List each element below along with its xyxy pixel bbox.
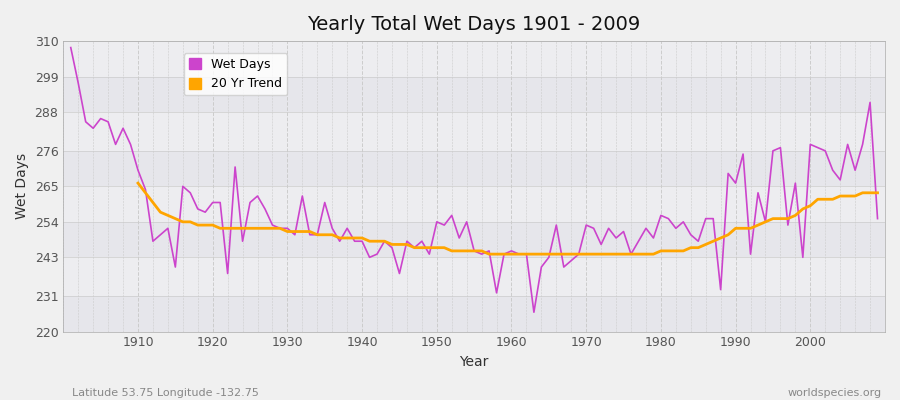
Title: Yearly Total Wet Days 1901 - 2009: Yearly Total Wet Days 1901 - 2009 [308,15,641,34]
20 Yr Trend [274,226,285,231]
20 Yr Trend [820,197,831,202]
Wet Days [603,226,614,231]
20 Yr Trend [132,181,143,186]
Wet Days [290,232,301,237]
Bar [63,257,885,296]
Legend: Wet Days, 20 Yr Trend: Wet Days, 20 Yr Trend [184,53,287,96]
Wet Days [125,142,136,147]
Bar [63,222,885,257]
20 Yr Trend [483,252,494,256]
Wet Days [334,239,345,244]
Line: Wet Days: Wet Days [71,48,878,312]
Text: Latitude 53.75 Longitude -132.75: Latitude 53.75 Longitude -132.75 [72,388,259,398]
Bar [63,41,885,77]
Text: worldspecies.org: worldspecies.org [788,388,882,398]
X-axis label: Year: Year [460,355,489,369]
20 Yr Trend [304,229,315,234]
20 Yr Trend [842,194,853,198]
Bar [63,151,885,186]
20 Yr Trend [872,190,883,195]
Wet Days [499,252,509,256]
Wet Days [506,248,517,253]
Bar [63,77,885,112]
Bar [63,296,885,332]
20 Yr Trend [580,252,591,256]
Bar [63,112,885,151]
Wet Days [872,216,883,221]
Line: 20 Yr Trend: 20 Yr Trend [138,183,878,254]
Wet Days [66,45,77,50]
Y-axis label: Wet Days: Wet Days [15,153,29,220]
Wet Days [528,310,539,315]
Bar [63,186,885,222]
20 Yr Trend [521,252,532,256]
